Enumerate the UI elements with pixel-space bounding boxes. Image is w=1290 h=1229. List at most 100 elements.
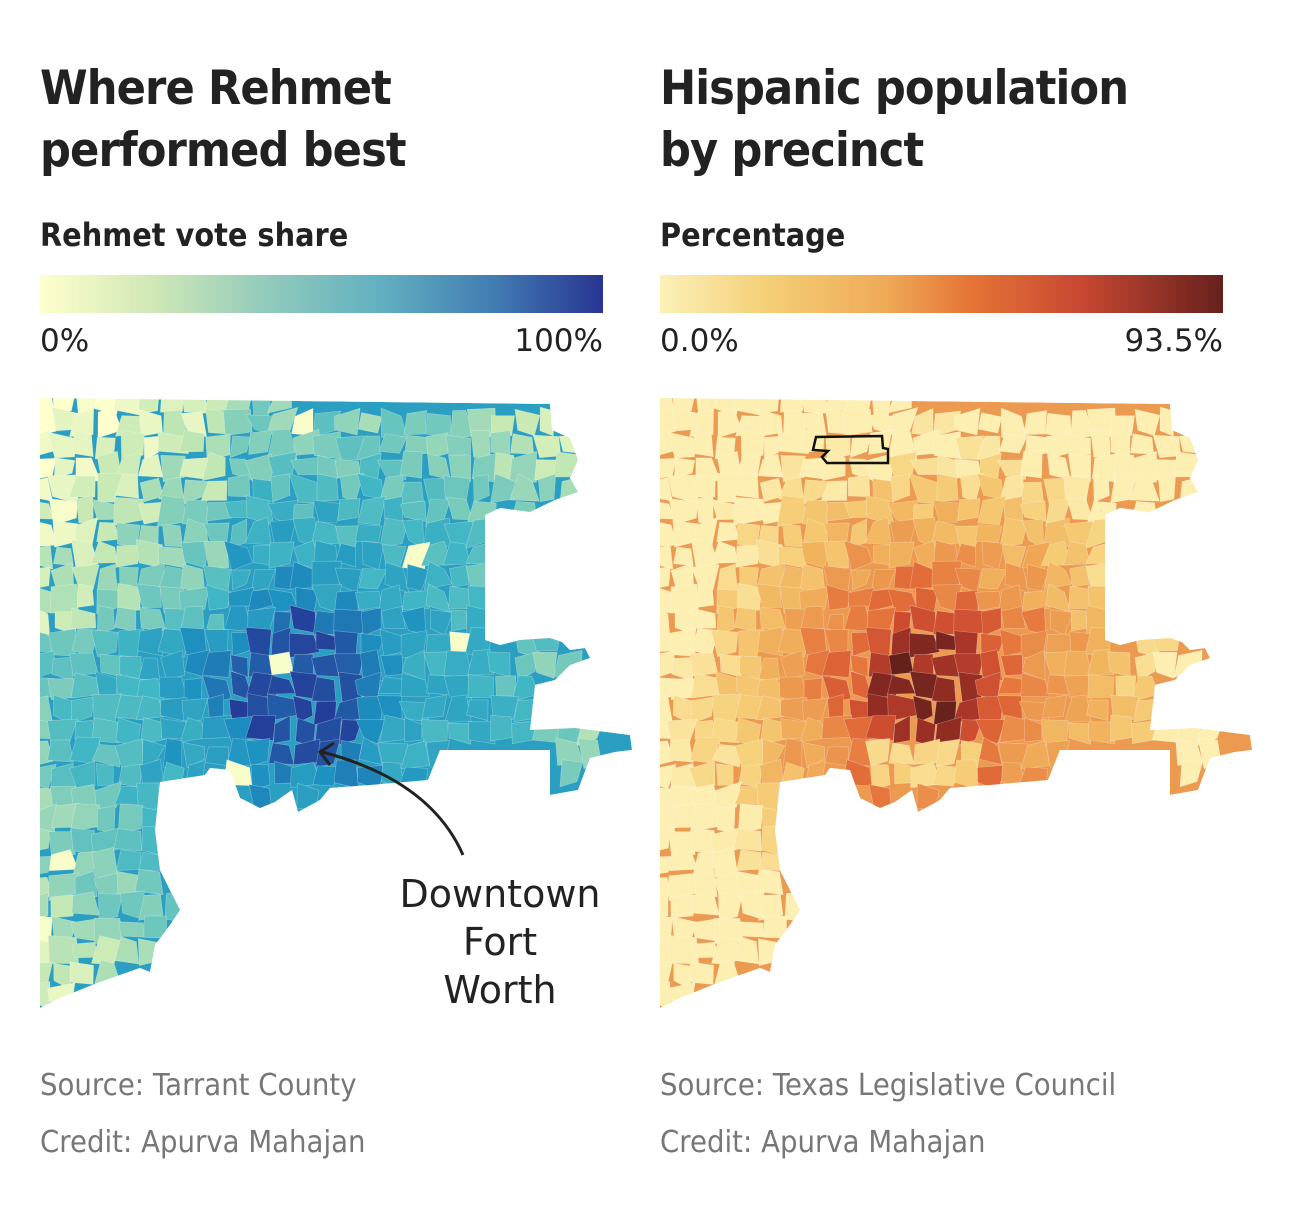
right-precinct[interactable] <box>1087 674 1114 698</box>
left-precinct[interactable] <box>314 716 342 747</box>
left-precinct[interactable] <box>532 651 558 679</box>
left-precinct[interactable] <box>423 561 453 590</box>
left-precinct[interactable] <box>95 763 114 786</box>
right-precinct[interactable] <box>1041 694 1067 719</box>
right-precinct[interactable] <box>1115 675 1137 697</box>
right-precinct[interactable] <box>980 649 1003 681</box>
left-precinct[interactable] <box>470 429 491 458</box>
left-precinct[interactable] <box>139 717 166 745</box>
right-precinct[interactable] <box>824 746 850 767</box>
left-precinct[interactable] <box>116 849 142 872</box>
left-precinct[interactable] <box>53 457 76 479</box>
left-precinct[interactable] <box>200 480 228 501</box>
left-precinct[interactable] <box>138 408 163 437</box>
left-precinct[interactable] <box>201 451 226 481</box>
left-precinct[interactable] <box>315 630 337 651</box>
right-precinct[interactable] <box>820 480 848 501</box>
right-precinct[interactable] <box>780 454 806 483</box>
left-precinct[interactable] <box>91 717 120 744</box>
right-precinct[interactable] <box>890 473 911 503</box>
left-precinct[interactable] <box>251 568 277 592</box>
right-precinct[interactable] <box>690 696 715 724</box>
right-precinct[interactable] <box>847 474 871 498</box>
right-precinct[interactable] <box>843 540 873 572</box>
left-precinct[interactable] <box>91 846 119 878</box>
left-precinct[interactable] <box>538 473 557 502</box>
right-precinct[interactable] <box>1158 473 1177 502</box>
left-precinct[interactable] <box>75 494 94 524</box>
right-precinct[interactable] <box>690 564 720 591</box>
left-precinct[interactable] <box>450 609 468 632</box>
right-precinct[interactable] <box>958 719 983 746</box>
right-precinct[interactable] <box>934 716 962 747</box>
right-precinct[interactable] <box>1019 450 1043 479</box>
left-precinct[interactable] <box>179 430 205 453</box>
right-precinct[interactable] <box>763 435 780 462</box>
left-precinct[interactable] <box>202 650 232 678</box>
right-precinct[interactable] <box>799 606 825 634</box>
right-precinct[interactable] <box>1110 430 1131 457</box>
right-precinct[interactable] <box>870 764 891 790</box>
left-precinct[interactable] <box>204 746 230 767</box>
right-precinct[interactable] <box>823 540 850 570</box>
left-precinct[interactable] <box>138 894 164 921</box>
right-precinct[interactable] <box>739 566 759 586</box>
left-precinct[interactable] <box>357 412 383 434</box>
left-precinct[interactable] <box>406 563 430 592</box>
right-precinct[interactable] <box>666 718 698 746</box>
right-precinct[interactable] <box>935 630 957 651</box>
right-precinct[interactable] <box>887 406 919 431</box>
right-precinct[interactable] <box>955 435 985 460</box>
right-precinct[interactable] <box>1093 474 1110 503</box>
left-precinct[interactable] <box>117 803 144 834</box>
right-precinct[interactable] <box>1026 563 1050 592</box>
left-precinct[interactable] <box>114 606 137 633</box>
left-precinct[interactable] <box>69 961 94 985</box>
left-precinct[interactable] <box>445 434 472 458</box>
right-precinct[interactable] <box>802 741 825 769</box>
left-precinct[interactable] <box>203 540 230 570</box>
right-precinct[interactable] <box>1068 454 1092 483</box>
left-precinct[interactable] <box>96 605 115 636</box>
right-precinct[interactable] <box>822 650 852 678</box>
left-precinct[interactable] <box>442 541 471 566</box>
right-precinct[interactable] <box>740 429 765 460</box>
right-precinct[interactable] <box>978 736 1003 766</box>
left-precinct[interactable] <box>222 408 253 436</box>
left-precinct[interactable] <box>46 718 78 746</box>
left-precinct[interactable] <box>47 739 74 763</box>
left-precinct[interactable] <box>376 459 407 481</box>
left-precinct[interactable] <box>160 650 185 681</box>
left-precinct[interactable] <box>245 715 277 741</box>
left-precinct[interactable] <box>338 719 363 746</box>
left-precinct[interactable] <box>378 433 408 454</box>
left-precinct[interactable] <box>404 717 423 743</box>
left-precinct[interactable] <box>69 408 95 438</box>
right-precinct[interactable] <box>695 494 714 524</box>
right-precinct[interactable] <box>758 408 783 437</box>
right-precinct[interactable] <box>1023 410 1048 436</box>
left-precinct[interactable] <box>71 429 94 458</box>
left-precinct[interactable] <box>312 499 341 523</box>
left-precinct[interactable] <box>206 501 232 522</box>
left-precinct[interactable] <box>420 540 453 567</box>
left-precinct[interactable] <box>448 722 472 745</box>
left-precinct[interactable] <box>539 406 555 437</box>
left-precinct[interactable] <box>444 694 472 724</box>
right-precinct[interactable] <box>1068 722 1092 745</box>
right-precinct[interactable] <box>842 408 873 436</box>
left-precinct[interactable] <box>400 672 430 697</box>
left-precinct[interactable] <box>559 759 583 788</box>
right-precinct[interactable] <box>1024 717 1043 743</box>
right-precinct[interactable] <box>822 675 852 703</box>
left-precinct[interactable] <box>179 606 205 634</box>
left-precinct[interactable] <box>119 566 139 586</box>
left-precinct[interactable] <box>467 649 495 676</box>
right-precinct[interactable] <box>667 739 694 763</box>
right-precinct[interactable] <box>999 517 1029 548</box>
left-precinct[interactable] <box>223 716 254 743</box>
left-precinct[interactable] <box>354 524 383 543</box>
right-precinct[interactable] <box>825 584 852 611</box>
right-precinct[interactable] <box>977 495 1007 526</box>
left-precinct[interactable] <box>509 472 540 502</box>
